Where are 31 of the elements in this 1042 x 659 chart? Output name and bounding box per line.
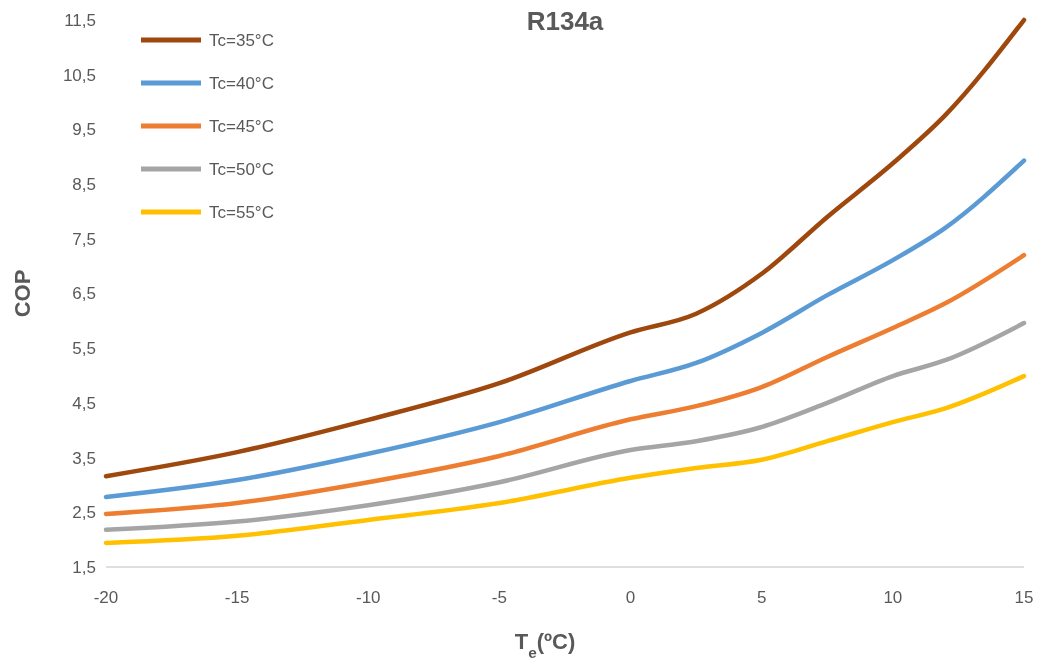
line-series — [103, 252, 1027, 517]
x-tick-label: -5 — [491, 588, 507, 607]
y-tick-label: 11,5 — [64, 10, 96, 30]
y-tick-label: 9,5 — [72, 120, 96, 140]
legend-label: Tc=35°C — [209, 30, 274, 50]
x-tick-label: 5 — [756, 588, 767, 607]
x-tick-label: 10 — [883, 588, 903, 607]
x-tick-label: -20 — [93, 588, 119, 607]
x-axis-title: T$_{e}$(ºC) — [514, 629, 576, 659]
y-tick-label: 4,5 — [72, 393, 96, 413]
y-tick-label: 1,5 — [72, 557, 96, 577]
y-tick-label: 8,5 — [72, 175, 96, 195]
y-tick-label: 10,5 — [62, 65, 96, 85]
line-series — [103, 158, 1027, 500]
x-tick-label: 0 — [625, 588, 636, 607]
y-tick-label: 6,5 — [72, 284, 96, 304]
x-tick-label: -15 — [224, 588, 250, 607]
legend-label: Tc=40°C — [209, 73, 274, 93]
x-tick-label: -10 — [356, 588, 381, 607]
legend-label: Tc=55°C — [209, 202, 274, 222]
chart-title: R134a — [526, 6, 604, 36]
line-series — [103, 373, 1027, 546]
x-tick-label: 15 — [1014, 588, 1034, 607]
y-tick-label: 7,5 — [72, 229, 96, 249]
y-tick-label: 5,5 — [72, 339, 96, 359]
legend-label: Tc=45°C — [209, 116, 274, 136]
line-series — [103, 320, 1027, 533]
y-tick-label: 2,5 — [72, 503, 96, 523]
y-tick-label: 3,5 — [72, 448, 96, 468]
legend-label: Tc=50°C — [209, 159, 274, 179]
y-axis-title: COP — [10, 269, 35, 318]
